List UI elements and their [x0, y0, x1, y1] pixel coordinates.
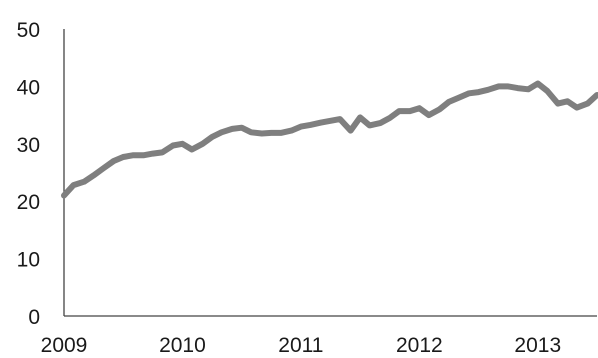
data-point — [93, 174, 95, 176]
x-tick-label: 2009 — [41, 334, 88, 357]
data-point — [221, 131, 222, 133]
data-point — [439, 108, 440, 110]
y-tick-label: 50 — [17, 19, 40, 42]
y-tick-label: 10 — [17, 249, 40, 272]
data-point — [537, 83, 539, 84]
x-tick-label: 2013 — [514, 334, 561, 357]
data-point — [250, 131, 252, 133]
data-point — [231, 128, 233, 130]
data-point — [409, 110, 411, 112]
data-point — [172, 145, 174, 146]
data-point — [517, 87, 519, 89]
data-point — [73, 184, 74, 186]
data-point — [398, 110, 400, 112]
data-point — [280, 132, 282, 134]
data-point — [241, 127, 243, 129]
y-tick-label: 30 — [17, 134, 40, 157]
data-point — [261, 133, 263, 134]
x-tick-label: 2010 — [159, 334, 206, 357]
y-tick-label: 0 — [28, 306, 40, 329]
data-point — [320, 122, 322, 124]
data-point — [457, 97, 459, 99]
data-point — [152, 153, 154, 155]
data-point — [448, 101, 450, 103]
data-point — [418, 107, 420, 109]
data-point — [290, 130, 292, 132]
data-point — [596, 94, 598, 96]
series-layer — [61, 80, 598, 199]
x-axis-ticks: 2009 2010 2011 2012 2013 — [41, 334, 561, 357]
data-point — [339, 118, 341, 120]
data-point — [527, 88, 529, 90]
data-point — [566, 100, 568, 102]
data-point — [270, 132, 272, 134]
data-point — [507, 85, 509, 87]
data-point — [191, 149, 193, 150]
data-point — [309, 124, 311, 126]
data-point — [211, 136, 213, 138]
data-point — [132, 154, 134, 156]
data-point — [428, 114, 430, 116]
y-tick-label: 40 — [17, 76, 40, 99]
data-point — [300, 126, 302, 128]
data-point — [557, 103, 559, 105]
y-axis-ticks: 0 10 20 30 40 50 — [17, 19, 40, 329]
data-point — [330, 120, 331, 122]
data-point — [350, 130, 352, 132]
data-point — [202, 143, 204, 145]
series-line — [61, 80, 598, 199]
data-point — [546, 90, 548, 92]
data-point — [576, 107, 578, 109]
data-point — [587, 103, 588, 105]
data-point — [122, 156, 124, 158]
data-point — [102, 168, 104, 169]
data-point — [468, 92, 470, 94]
data-point — [478, 91, 480, 93]
data-point — [142, 154, 144, 156]
data-point — [181, 143, 183, 145]
data-point — [63, 195, 65, 196]
x-tick-label: 2011 — [278, 334, 323, 357]
data-point — [389, 117, 391, 119]
data-point — [369, 124, 371, 126]
data-point — [498, 85, 500, 87]
data-point — [379, 122, 381, 124]
y-tick-label: 20 — [17, 191, 40, 214]
data-point — [113, 160, 115, 162]
data-point — [487, 89, 489, 91]
data-point — [359, 116, 361, 118]
x-tick-label: 2012 — [396, 334, 443, 357]
data-point — [161, 151, 163, 153]
data-point — [83, 181, 85, 183]
